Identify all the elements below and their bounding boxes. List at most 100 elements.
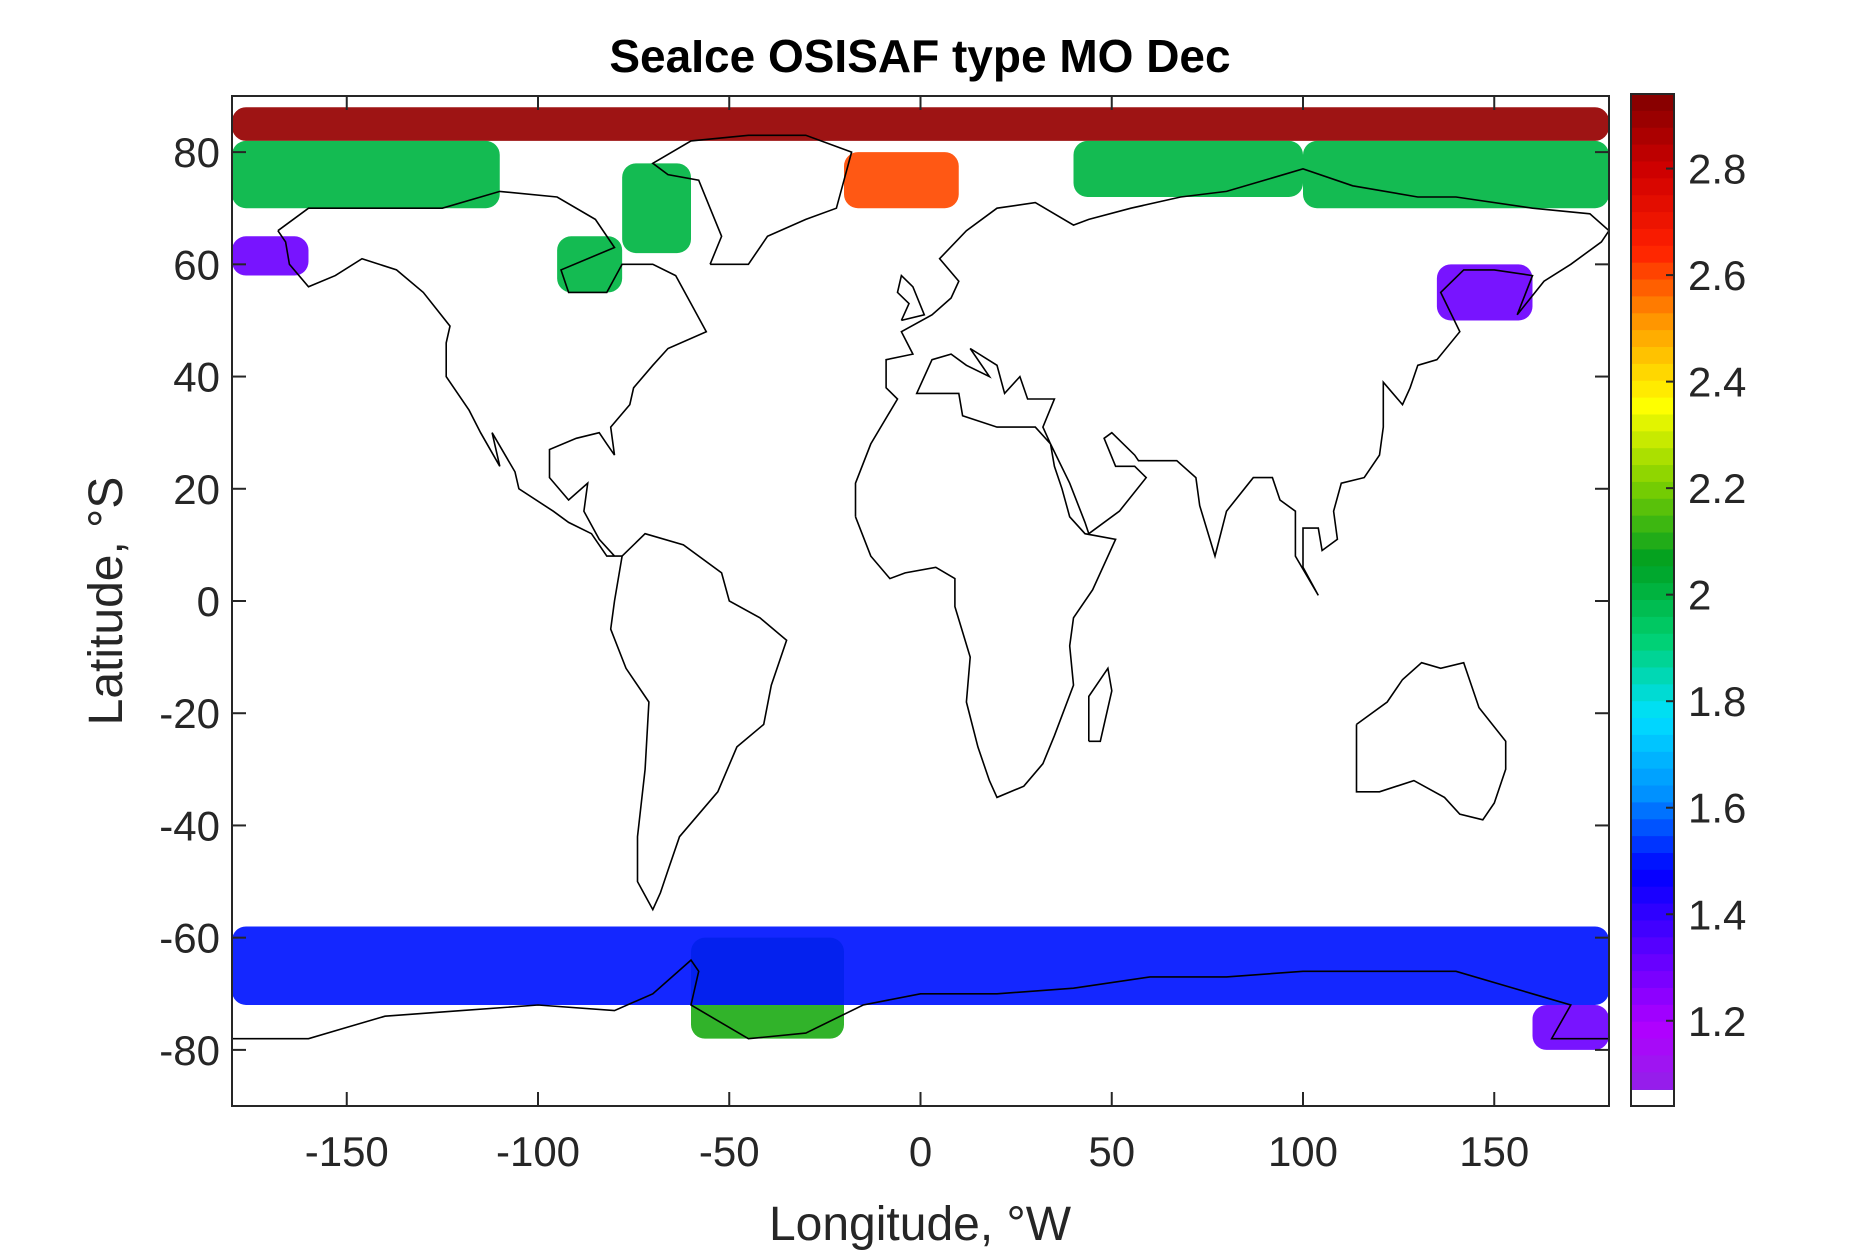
y-tick-label: 0 [197,578,220,625]
colorbar-segment [1631,481,1674,500]
colorbar-segment [1631,448,1674,466]
coastline-layer [232,134,1609,1040]
colorbar-segment [1631,819,1674,837]
x-tick-label: -150 [305,1128,389,1175]
colorbar-segment [1631,937,1674,955]
colorbar-segment [1631,279,1674,297]
colorbar-segment [1631,380,1674,399]
colorbar-segment [1631,178,1674,196]
coastline-australia [1355,661,1507,821]
y-tick-label: 80 [173,129,220,176]
colorbar-segment [1631,869,1674,888]
colorbar-segment [1631,347,1674,365]
colorbar-tick-label: 1.2 [1688,998,1746,1045]
colorbar-segment [1631,94,1674,112]
ice-region-east-greenland [844,152,959,209]
colorbar-tick-label: 2 [1688,572,1711,619]
colorbar-segment [1631,768,1674,787]
colorbar-segment [1631,583,1674,601]
ice-region-barents-kara [1073,140,1303,197]
colorbar-segment [1631,228,1674,247]
colorbar-segment [1631,1021,1674,1040]
x-tick-label: 50 [1088,1128,1135,1175]
colorbar-segment [1631,212,1674,230]
colorbar-segment [1631,498,1674,517]
colorbar-tick-label: 2.2 [1688,465,1746,512]
y-tick-label: -40 [159,802,220,849]
colorbar-segment [1631,363,1674,382]
x-axis-ticks: -150 -100 -50 0 50 100 150 [305,96,1529,1175]
y-tick-label: 20 [173,466,220,513]
coastline-antarctica [232,958,1609,1040]
colorbar-segment [1631,1055,1674,1073]
colorbar-tick-label: 1.8 [1688,678,1746,725]
colorbar-segment [1631,1004,1674,1023]
colorbar-tick-label: 1.4 [1688,891,1746,938]
y-tick-label: 40 [173,354,220,401]
colorbar-segment [1631,245,1674,264]
colorbar-segment [1631,971,1674,989]
x-tick-label: -100 [496,1128,580,1175]
colorbar-segment [1631,886,1674,905]
colorbar-segment [1631,127,1674,146]
colorbar-segment [1631,296,1674,314]
x-tick-label: 100 [1268,1128,1338,1175]
y-tick-label: 60 [173,241,220,288]
colorbar-segment [1631,144,1674,163]
colorbar-segment [1631,600,1674,618]
colorbar: 1.2 1.4 1.6 1.8 2 2.2 2.4 2.6 2.8 [1630,93,1746,1107]
colorbar-segment [1631,987,1674,1006]
colorbar-segment [1631,161,1674,179]
colorbar-segment [1631,515,1674,534]
colorbar-segment [1631,566,1674,584]
colorbar-segment [1631,110,1674,129]
y-tick-label: -80 [159,1027,220,1074]
ice-region-okhotsk [1436,264,1533,321]
x-tick-label: 0 [909,1128,932,1175]
x-axis-label: Longitude, °W [769,1198,1072,1250]
coastline-madagascar [1088,666,1113,743]
colorbar-segment [1631,633,1674,652]
ice-region-ross-sea [1532,1005,1609,1050]
colorbar-segment [1631,701,1674,719]
colorbar-segment [1631,414,1674,432]
colorbar-segment [1631,1072,1674,1090]
ice-region-beaufort-chukchi [232,140,500,209]
y-axis-ticks: -80 -60 -40 -20 0 20 40 60 80 [159,129,1609,1074]
colorbar-segment [1631,667,1674,685]
colorbar-segment [1631,802,1674,820]
colorbar-segment [1631,836,1674,854]
colorbar-segment [1631,195,1674,213]
colorbar-segment [1631,313,1674,331]
colorbar-segment [1631,920,1674,938]
colorbar-segment [1631,734,1674,753]
coastline-africa-eurasia [854,168,1609,799]
colorbar-segment [1631,785,1674,803]
ice-region-bering-sea [232,236,309,276]
colorbar-segment [1631,549,1674,567]
coastline-north-america [277,190,708,557]
colorbar-segment [1631,431,1674,449]
y-axis-label: Latitude, °S [80,477,133,726]
colorbar-segment [1631,684,1674,702]
colorbar-tick-label: 2.6 [1688,252,1746,299]
coastline-greenland [651,134,853,266]
coastline-uk [896,274,926,322]
ice-region-southern-ocean-ring [232,926,1609,1005]
colorbar-segment [1631,718,1674,736]
ice-region-arctic-core [232,107,1609,141]
colorbar-segment [1631,397,1674,416]
y-tick-label: -60 [159,915,220,962]
colorbar-segment [1631,903,1674,922]
x-tick-label: -50 [699,1128,760,1175]
colorbar-segment [1631,954,1674,972]
colorbar-segment [1631,853,1674,871]
colorbar-segment [1631,262,1674,281]
colorbar-tick-label: 2.4 [1688,359,1746,406]
colorbar-nodata-segment [1631,1090,1674,1106]
chart-title: SeaIce OSISAF type MO Dec [609,30,1230,82]
colorbar-tick-label: 2.8 [1688,146,1746,193]
colorbar-segment [1631,751,1674,770]
colorbar-segment [1631,650,1674,669]
